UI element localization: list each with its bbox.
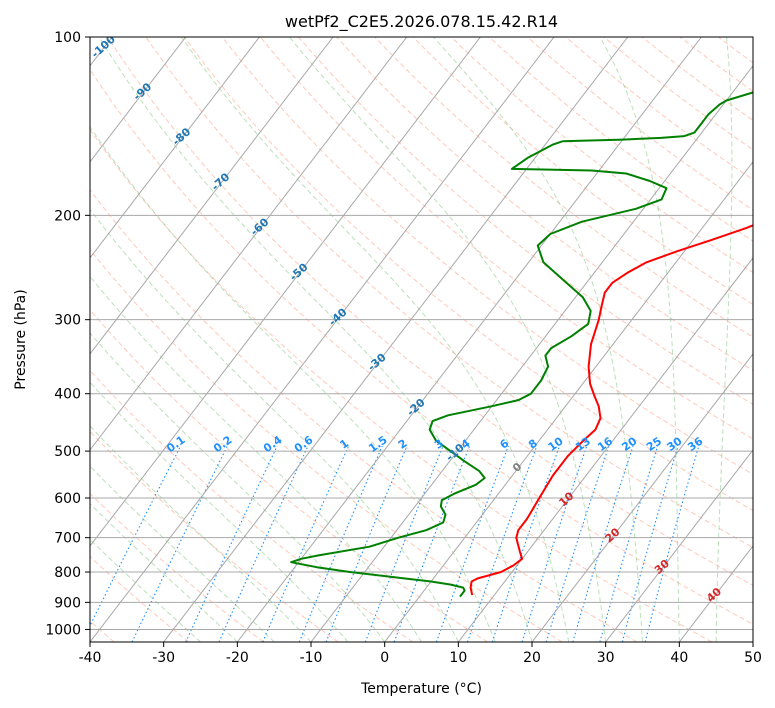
isotherm	[605, 449, 753, 642]
dry-adiabat	[412, 37, 753, 306]
dry-adiabat	[90, 309, 488, 642]
mixing-ratio-line	[644, 445, 700, 642]
mixing-ratio-line	[393, 445, 471, 642]
mixing-ratio-line	[131, 445, 228, 642]
moist-adiabat	[90, 275, 422, 642]
y-axis: 100 200 300 400 500 600 700 800 900 1000	[45, 30, 90, 638]
series-lines	[290, 91, 753, 598]
moist-adiabat	[98, 37, 533, 642]
x-axis-title: Temperature (°C)	[360, 681, 482, 697]
dry-adiabat	[90, 555, 190, 642]
isotherm	[90, 37, 334, 355]
isotherm	[90, 37, 187, 163]
dry-adiabat	[90, 248, 563, 642]
x-tick-label: -10	[300, 650, 323, 666]
y-axis-title: Pressure (hPa)	[13, 289, 29, 389]
x-tick-label: 50	[744, 650, 762, 666]
y-tick-label: 1000	[45, 622, 81, 638]
moist-adiabat	[90, 332, 386, 642]
isotherm	[752, 641, 753, 642]
x-tick-label: 40	[670, 650, 688, 666]
moist-adiabat	[90, 126, 496, 642]
plot-frame	[89, 36, 754, 643]
y-tick-label: 600	[54, 491, 81, 507]
mixing-ratio-line	[572, 445, 634, 642]
moist-adiabat	[90, 465, 275, 642]
isotherm	[531, 353, 753, 642]
y-tick-label: 800	[54, 565, 81, 581]
dry-adiabat	[260, 37, 753, 440]
dry-adiabat	[374, 37, 753, 338]
dewpoint-profile	[290, 91, 753, 598]
isotherm	[384, 161, 753, 642]
dry-adiabat	[90, 188, 638, 642]
isotherm	[90, 37, 260, 259]
dry-adiabat	[298, 37, 753, 405]
isotherm	[457, 257, 753, 642]
y-tick-label: 500	[54, 444, 81, 460]
y-tick-label: 100	[54, 30, 81, 46]
chart-title: wetPf2_C2E5.2026.078.15.42.R14	[285, 12, 558, 32]
x-tick-label: 20	[523, 650, 541, 666]
x-tick-label: 0	[380, 650, 389, 666]
y-tick-label: 400	[54, 387, 81, 403]
x-axis: -40 -30 -20 -10 0 10 20 30 40 50	[79, 642, 762, 666]
moist-adiabat	[715, 37, 733, 642]
y-tick-label: 700	[54, 531, 81, 547]
isotherm	[163, 37, 629, 642]
dry-adiabat	[90, 68, 753, 625]
isotherm	[90, 37, 555, 642]
mixing-ratio-line	[466, 445, 538, 642]
x-tick-label: -20	[226, 650, 249, 666]
y-tick-label: 200	[54, 208, 81, 224]
moist-adiabat	[289, 37, 607, 642]
x-tick-label: 10	[449, 650, 467, 666]
dry-adiabat	[183, 37, 753, 512]
x-tick-label: -40	[79, 650, 102, 666]
moist-adiabat	[90, 381, 349, 642]
y-tick-label: 300	[54, 313, 81, 329]
isotherm	[90, 37, 481, 547]
mixing-ratio-line	[262, 445, 350, 642]
y-tick-label: 900	[54, 595, 81, 611]
mixing-ratio-line	[90, 445, 182, 627]
moist-adiabat	[180, 37, 570, 642]
temperature-profile	[469, 224, 753, 596]
dry-adiabat	[756, 37, 775, 642]
mixing-ratio-line	[545, 445, 610, 642]
mixing-ratio-line	[621, 445, 679, 642]
isotherm	[236, 37, 702, 642]
dry-adiabat	[90, 492, 264, 642]
x-tick-label: 30	[597, 650, 615, 666]
mixing-ratio-line	[298, 445, 383, 642]
mixing-ratio-line	[521, 445, 588, 642]
moist-adiabat	[433, 37, 643, 642]
dry-adiabat	[107, 37, 753, 587]
mixing-ratio-line	[435, 445, 509, 642]
grid-lines	[90, 37, 753, 642]
x-tick-label: -30	[152, 650, 175, 666]
mixing-ratio-line	[599, 445, 659, 642]
moist-adiabat	[599, 37, 680, 642]
isotherm	[90, 37, 408, 451]
background-lines	[90, 37, 775, 642]
